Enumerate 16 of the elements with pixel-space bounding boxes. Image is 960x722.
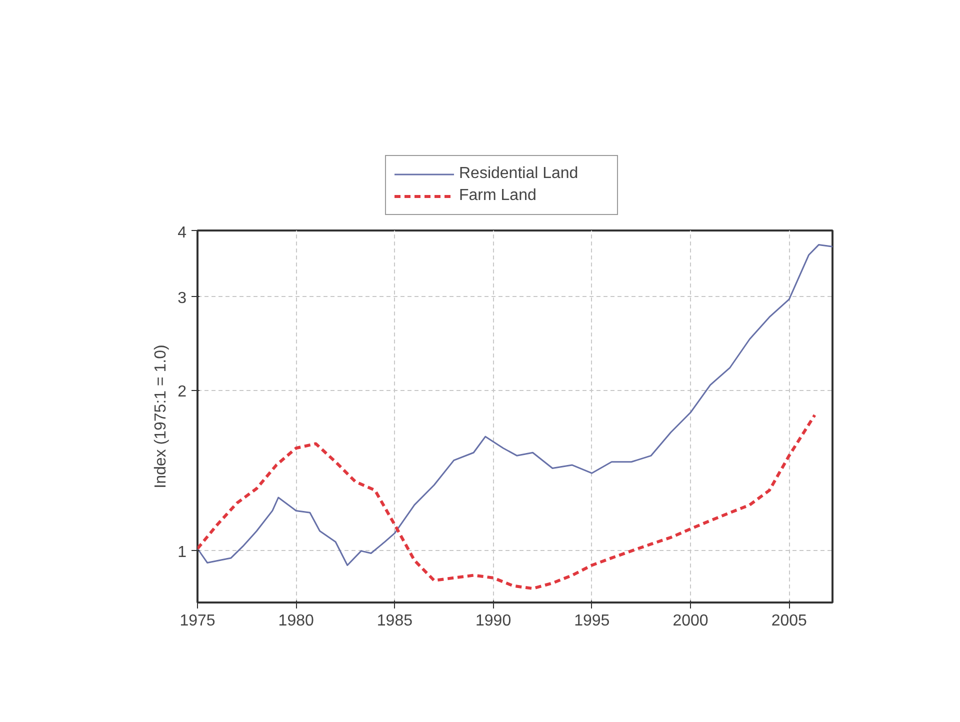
y-tick-label: 2 (178, 384, 187, 401)
x-tick-label: 1975 (180, 612, 216, 630)
x-tick-label: 1985 (376, 612, 413, 630)
legend-label: Farm Land (459, 187, 538, 205)
x-tick-label: 1995 (574, 612, 610, 630)
legend-label: Residential Land (459, 165, 580, 183)
x-tick-label: 1990 (476, 612, 512, 630)
line-series (198, 414, 816, 590)
y-tick-label: 1 (178, 544, 187, 561)
x-tick-label: 2000 (672, 612, 708, 630)
x-tick-label: 1980 (278, 612, 314, 630)
x-tick-label: 2005 (771, 612, 808, 630)
y-tick-label: 3 (178, 290, 187, 307)
y-axis-title: Index (1975:1 = 1.0) (152, 344, 170, 488)
line-series (198, 244, 832, 566)
y-tick-label: 4 (178, 224, 187, 242)
